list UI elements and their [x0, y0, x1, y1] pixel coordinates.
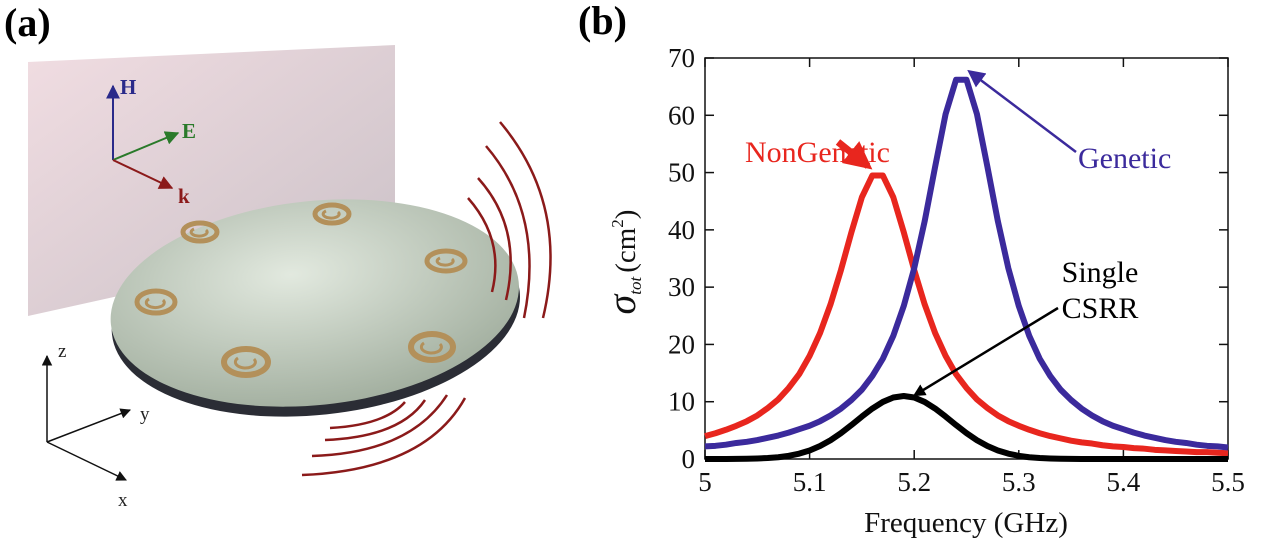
y-tick-label: 10 [668, 387, 695, 417]
y-tick-label: 70 [668, 43, 695, 73]
wave-arc [324, 399, 427, 442]
y-tick-label: 40 [668, 215, 695, 245]
h-label: H [120, 75, 136, 99]
series-line [704, 172, 1229, 457]
y-axis [46, 408, 131, 443]
y-tick-label: 60 [668, 100, 695, 130]
csrr [312, 202, 352, 226]
x-tick-label: 5.1 [793, 467, 827, 497]
y-subscript: tot [626, 276, 645, 295]
series-annotation: NonGenetic [745, 136, 890, 169]
panel-label: (a) [4, 0, 51, 45]
rings [134, 202, 468, 378]
wave-arc [329, 401, 406, 430]
series-annotation: Genetic [1078, 142, 1171, 175]
y-unit: (cm [610, 227, 642, 273]
y-label: y [140, 404, 150, 425]
x-axis-title: Frequency (GHz) [864, 507, 1068, 539]
series-line [705, 392, 1228, 462]
x-tick-label: 5.2 [897, 467, 931, 497]
wave-arc [301, 397, 467, 477]
series-annotation: Single CSRR [1062, 256, 1139, 325]
y-unit-close: ) [610, 210, 642, 220]
panel-b: (b) Frequency (GHz) σtot (cm2) 5 5.1 5.2 5.3… [578, 0, 1245, 539]
k-vector [112, 159, 174, 189]
y-axis-title: σtot (cm2) [599, 210, 645, 315]
wave-arc [499, 121, 552, 319]
x-tick-label: 5 [698, 467, 712, 497]
x-tick-label: 5.4 [1107, 467, 1141, 497]
wave-arc [467, 197, 497, 293]
annotation-arrow [912, 306, 1059, 397]
scattered-waves [301, 121, 552, 477]
x-label: x [118, 490, 128, 511]
panel-label: (b) [578, 0, 627, 43]
annotation-line: CSRR [1062, 292, 1139, 325]
wave-arc [485, 145, 531, 319]
y-tick-label: 20 [668, 329, 695, 359]
annotation-arrow [967, 69, 1077, 153]
x-axis [46, 441, 127, 481]
x-tick-label: 5.5 [1211, 467, 1245, 497]
annotation-line: Single [1062, 256, 1139, 289]
csrr [424, 248, 468, 274]
plot-area: 5 5.1 5.2 5.3 5.4 5.5 0 10 20 30 40 50 60 70 NonGeneti… [668, 43, 1245, 497]
y-tick-label: 30 [668, 272, 695, 302]
wave-arc [477, 177, 512, 301]
x-tick-label: 5.3 [1002, 467, 1036, 497]
csrr [408, 331, 456, 363]
panel-a: (a) H E k [4, 0, 552, 511]
plot-frame [704, 57, 1229, 460]
y-symbol: σ [599, 293, 644, 314]
csrr [134, 288, 178, 316]
e-vector [112, 131, 180, 161]
csrr [180, 220, 220, 244]
wave-arc [311, 394, 449, 458]
y-unit-power: 2 [608, 219, 627, 228]
k-label: k [178, 184, 190, 208]
y-tick-label: 0 [682, 444, 696, 474]
coordinate-axes [41, 354, 131, 481]
csrr [221, 346, 271, 378]
annotation-arrow [835, 139, 873, 170]
e-label: E [182, 119, 196, 143]
series-line [704, 76, 1229, 451]
z-label: z [58, 341, 66, 362]
y-tick-label: 50 [668, 158, 695, 188]
